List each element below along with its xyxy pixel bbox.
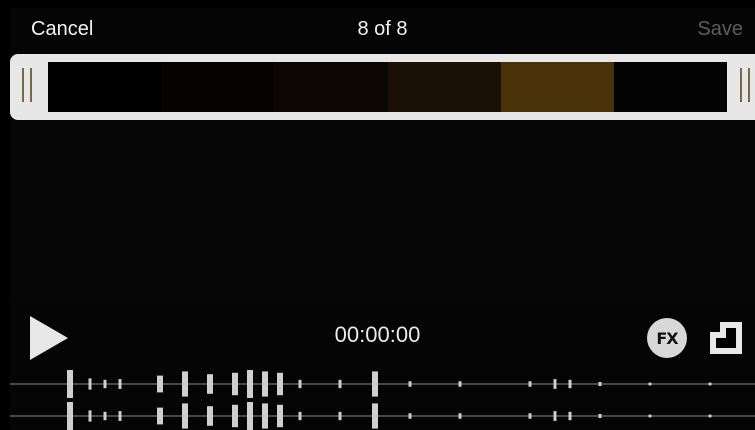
save-button[interactable]: Save <box>697 18 743 40</box>
crop-icon[interactable] <box>706 318 746 358</box>
timecode: 00:00:00 <box>334 322 421 347</box>
thumbnail-strip[interactable] <box>48 62 727 112</box>
left-trim-handle-line <box>30 68 32 102</box>
thumbnail-frame <box>274 62 388 112</box>
trim-bar[interactable] <box>10 54 755 120</box>
thumbnail-frame <box>500 62 614 112</box>
thumbnail-frame <box>161 62 275 112</box>
right-trim-handle[interactable] <box>740 68 742 102</box>
thumbnail-frame <box>387 62 501 112</box>
page-title: 8 of 8 <box>357 18 408 40</box>
video-preview[interactable] <box>10 120 755 300</box>
thumbnail-frame <box>48 62 162 112</box>
right-trim-handle-line <box>748 68 750 102</box>
fx-label: FX <box>656 328 678 348</box>
top-bar: Cancel 8 of 8 Save <box>10 8 755 54</box>
left-trim-handle[interactable] <box>22 68 24 102</box>
cancel-button[interactable]: Cancel <box>31 18 94 40</box>
audio-waveform[interactable] <box>10 364 755 430</box>
fx-icon[interactable]: FX <box>647 318 687 358</box>
play-icon[interactable] <box>30 316 68 360</box>
thumbnail-frame <box>613 62 727 112</box>
